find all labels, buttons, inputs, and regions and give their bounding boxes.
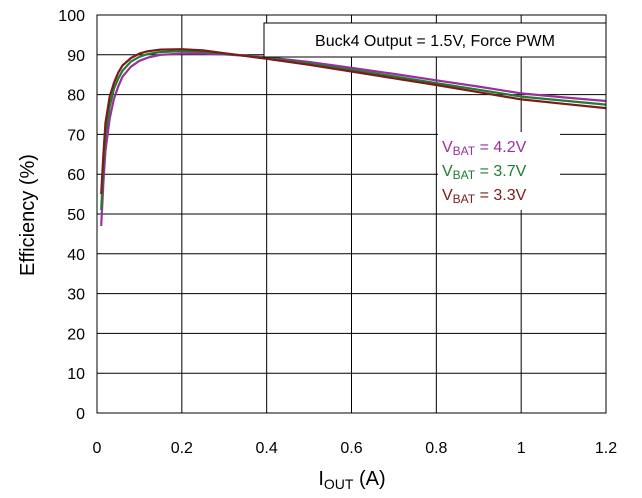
- y-tick-label: 0: [76, 406, 85, 423]
- x-tick-label: 0: [93, 440, 102, 457]
- y-tick-label: 70: [67, 127, 85, 144]
- series-line-3: [100, 48, 607, 195]
- chart-title: Buck4 Output = 1.5V, Force PWM: [315, 33, 555, 50]
- x-tick-label: 1: [517, 440, 526, 457]
- y-tick-label: 10: [67, 366, 85, 383]
- y-tick-label: 60: [67, 167, 85, 184]
- legend-entry-subscript: BAT: [453, 168, 476, 182]
- legend-entry-value: = 3.3V: [475, 187, 526, 204]
- legend-entry-2: VBAT = 3.7V: [442, 163, 527, 182]
- legend-entry-main: V: [442, 163, 453, 180]
- legend-entry-value: = 3.7V: [475, 163, 526, 180]
- legend-entry-1: VBAT = 4.2V: [442, 139, 527, 158]
- x-tick-label: 1.2: [595, 440, 617, 457]
- y-tick-label: 50: [67, 207, 85, 224]
- x-tick-label: 0.2: [171, 440, 193, 457]
- legend-entry-3: VBAT = 3.3V: [442, 187, 527, 206]
- legend-entry-main: V: [442, 187, 453, 204]
- legend-entry-value: = 4.2V: [475, 139, 526, 156]
- series-lines: [100, 48, 607, 226]
- x-tick-label: 0.6: [340, 440, 362, 457]
- x-tick-label: 0.8: [425, 440, 447, 457]
- legend-entry-main: V: [442, 139, 453, 156]
- y-tick-label: 100: [58, 8, 85, 25]
- legend-entry-subscript: BAT: [453, 144, 476, 158]
- y-tick-label: 40: [67, 247, 85, 264]
- y-tick-label: 20: [67, 326, 85, 343]
- x-axis-title: IOUT (A): [318, 468, 385, 492]
- x-tick-label: 0.4: [256, 440, 278, 457]
- chart-title-box: [263, 22, 607, 58]
- grid-lines: [97, 15, 606, 413]
- series-line-2: [100, 50, 607, 211]
- x-axis-title-main: I: [318, 468, 324, 490]
- legend-background: [438, 132, 560, 210]
- legend-entry-subscript: BAT: [453, 192, 476, 206]
- y-tick-label: 90: [67, 48, 85, 65]
- y-axis-title: Efficiency (%): [17, 154, 39, 276]
- series-line-1: [100, 52, 607, 226]
- y-tick-label: 80: [67, 88, 85, 105]
- x-axis-title-subscript: OUT: [324, 476, 354, 492]
- y-tick-labels: 0 10 20 30 40 50 60 70 80 90 100: [58, 8, 85, 423]
- x-tick-labels: 0 0.2 0.4 0.6 0.8 1 1.2: [93, 440, 618, 457]
- y-tick-label: 30: [67, 287, 85, 304]
- x-axis-title-unit: (A): [353, 468, 385, 490]
- plot-area-border: [96, 14, 607, 414]
